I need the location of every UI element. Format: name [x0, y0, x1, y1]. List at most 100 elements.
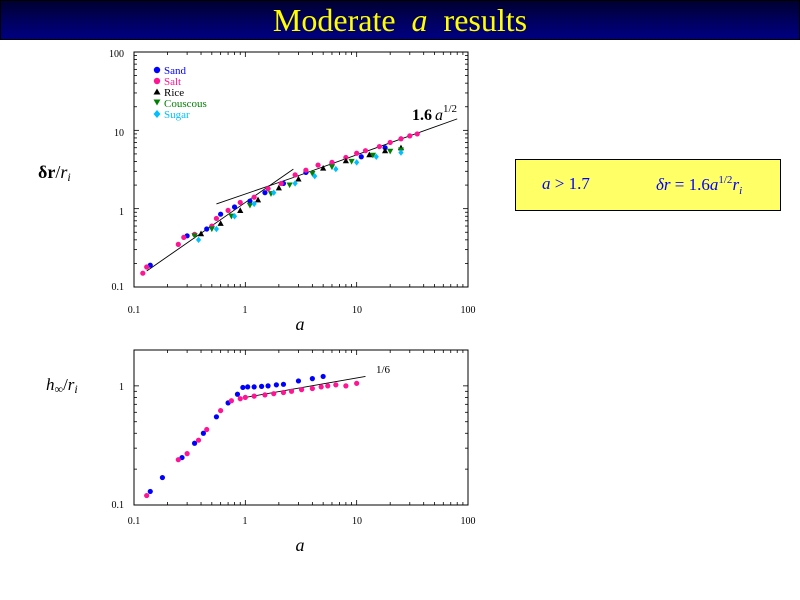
- relation-subscript: i: [739, 185, 743, 197]
- data-point-sand: [159, 474, 166, 481]
- top-y-axis-label: δr/ri: [38, 162, 71, 184]
- data-point-salt: [251, 194, 257, 200]
- data-point-sand: [240, 384, 246, 391]
- formula-condition: a > 1.7: [542, 174, 590, 194]
- data-point-salt: [184, 451, 190, 457]
- data-point-rice: [275, 184, 282, 191]
- data-point-couscous: [387, 148, 394, 155]
- data-point-rice: [381, 147, 389, 154]
- data-point-salt: [265, 186, 271, 192]
- data-point-salt: [376, 143, 382, 150]
- data-point-salt: [271, 391, 277, 397]
- legend-label-salt: Salt: [164, 76, 181, 88]
- slide-title: Moderate a results: [0, 0, 800, 40]
- data-point-salt: [225, 207, 231, 214]
- data-point-salt: [318, 384, 324, 390]
- bottom-y-label-sub: i: [74, 382, 77, 396]
- data-point-rice: [254, 196, 262, 203]
- data-point-salt: [237, 199, 243, 206]
- relation-equals: =: [674, 175, 685, 194]
- data-point-rice: [342, 157, 349, 164]
- legend-marker-salt: [153, 77, 161, 85]
- relation-exponent: 1/2: [718, 174, 733, 186]
- condition-variable: a: [542, 174, 551, 193]
- data-point-salt: [278, 180, 284, 187]
- bottom-y-tick-label: 1: [119, 382, 124, 393]
- bottom-chart-points: [144, 373, 360, 499]
- bottom-y-label-slash: /: [63, 375, 68, 394]
- bottom-chart-ticks: [133, 349, 468, 506]
- data-point-couscous: [328, 164, 336, 171]
- data-point-sugar: [373, 153, 379, 160]
- legend-marker-sand: [153, 66, 161, 74]
- data-point-salt: [414, 131, 420, 137]
- data-point-sand: [251, 384, 257, 390]
- top-y-tick-label: 10: [114, 128, 124, 139]
- data-point-salt: [140, 270, 146, 276]
- relation-r: r: [732, 175, 740, 194]
- data-point-sand: [245, 384, 251, 390]
- top-x-axis-label: a: [296, 314, 305, 334]
- top-fit-annotation: 1.6 a1/2: [412, 103, 457, 124]
- data-point-salt: [329, 159, 335, 165]
- data-point-sand: [320, 373, 326, 380]
- data-point-sugar: [292, 180, 298, 187]
- data-point-sand: [259, 383, 265, 389]
- data-point-couscous: [348, 158, 355, 165]
- top-chart-points: [140, 131, 420, 276]
- data-point-salt: [237, 396, 243, 402]
- condition-value: 1.7: [568, 174, 590, 193]
- data-point-rice: [237, 207, 244, 214]
- formula-relation: δr = 1.6a1/2ri: [656, 174, 742, 197]
- data-point-salt: [298, 387, 305, 393]
- top-y-label-delta: δr: [38, 162, 55, 182]
- fit-line: [146, 168, 294, 272]
- data-point-sand: [231, 204, 238, 210]
- fit-coefficient: 1.6: [412, 107, 432, 124]
- fit-exponent: 1/2: [443, 103, 457, 115]
- title-variable: a: [411, 2, 428, 38]
- data-point-sugar: [271, 189, 277, 196]
- data-point-sugar: [398, 149, 404, 156]
- legend-label-rice: Rice: [164, 87, 184, 99]
- data-point-sugar: [354, 159, 360, 166]
- data-point-sugar: [251, 200, 257, 208]
- data-point-salt: [262, 392, 268, 398]
- top-chart-frame: [133, 51, 469, 288]
- data-point-sugar: [195, 236, 202, 244]
- data-point-salt: [398, 136, 404, 142]
- data-point-salt: [213, 215, 220, 222]
- data-point-salt: [175, 241, 181, 247]
- data-point-sand: [309, 376, 315, 382]
- data-point-couscous: [309, 171, 316, 177]
- data-point-sand: [147, 488, 153, 495]
- data-point-salt: [303, 167, 309, 173]
- data-point-sand: [218, 211, 224, 217]
- data-point-salt: [343, 383, 349, 389]
- legend-label-sand: Sand: [164, 65, 187, 77]
- bottom-fit-annotation: 1/6: [376, 364, 391, 376]
- data-point-salt: [144, 264, 150, 270]
- data-point-sand: [265, 383, 271, 389]
- data-point-salt: [144, 492, 150, 499]
- data-point-salt: [242, 394, 248, 401]
- bottom-y-label-h: h: [46, 375, 55, 394]
- data-point-salt: [218, 407, 224, 414]
- data-point-sand: [280, 381, 287, 387]
- data-point-salt: [407, 133, 413, 139]
- title-prefix: Moderate: [272, 2, 396, 38]
- top-y-label-sub: i: [67, 170, 70, 184]
- data-point-salt: [292, 172, 298, 178]
- formula-box: a > 1.7 δr = 1.6a1/2ri: [515, 159, 781, 211]
- data-point-sand: [273, 382, 279, 388]
- top-x-tick-label: 0.1: [128, 305, 141, 316]
- top-chart-fit-lines: [146, 118, 458, 272]
- relation-lhs: δr: [656, 175, 671, 194]
- data-point-sugar: [312, 172, 318, 180]
- bottom-chart-frame: [133, 349, 469, 506]
- top-x-tick-label: 1: [243, 305, 248, 316]
- data-point-sugar: [213, 225, 220, 233]
- data-point-sand: [213, 414, 220, 420]
- data-point-salt: [333, 382, 339, 388]
